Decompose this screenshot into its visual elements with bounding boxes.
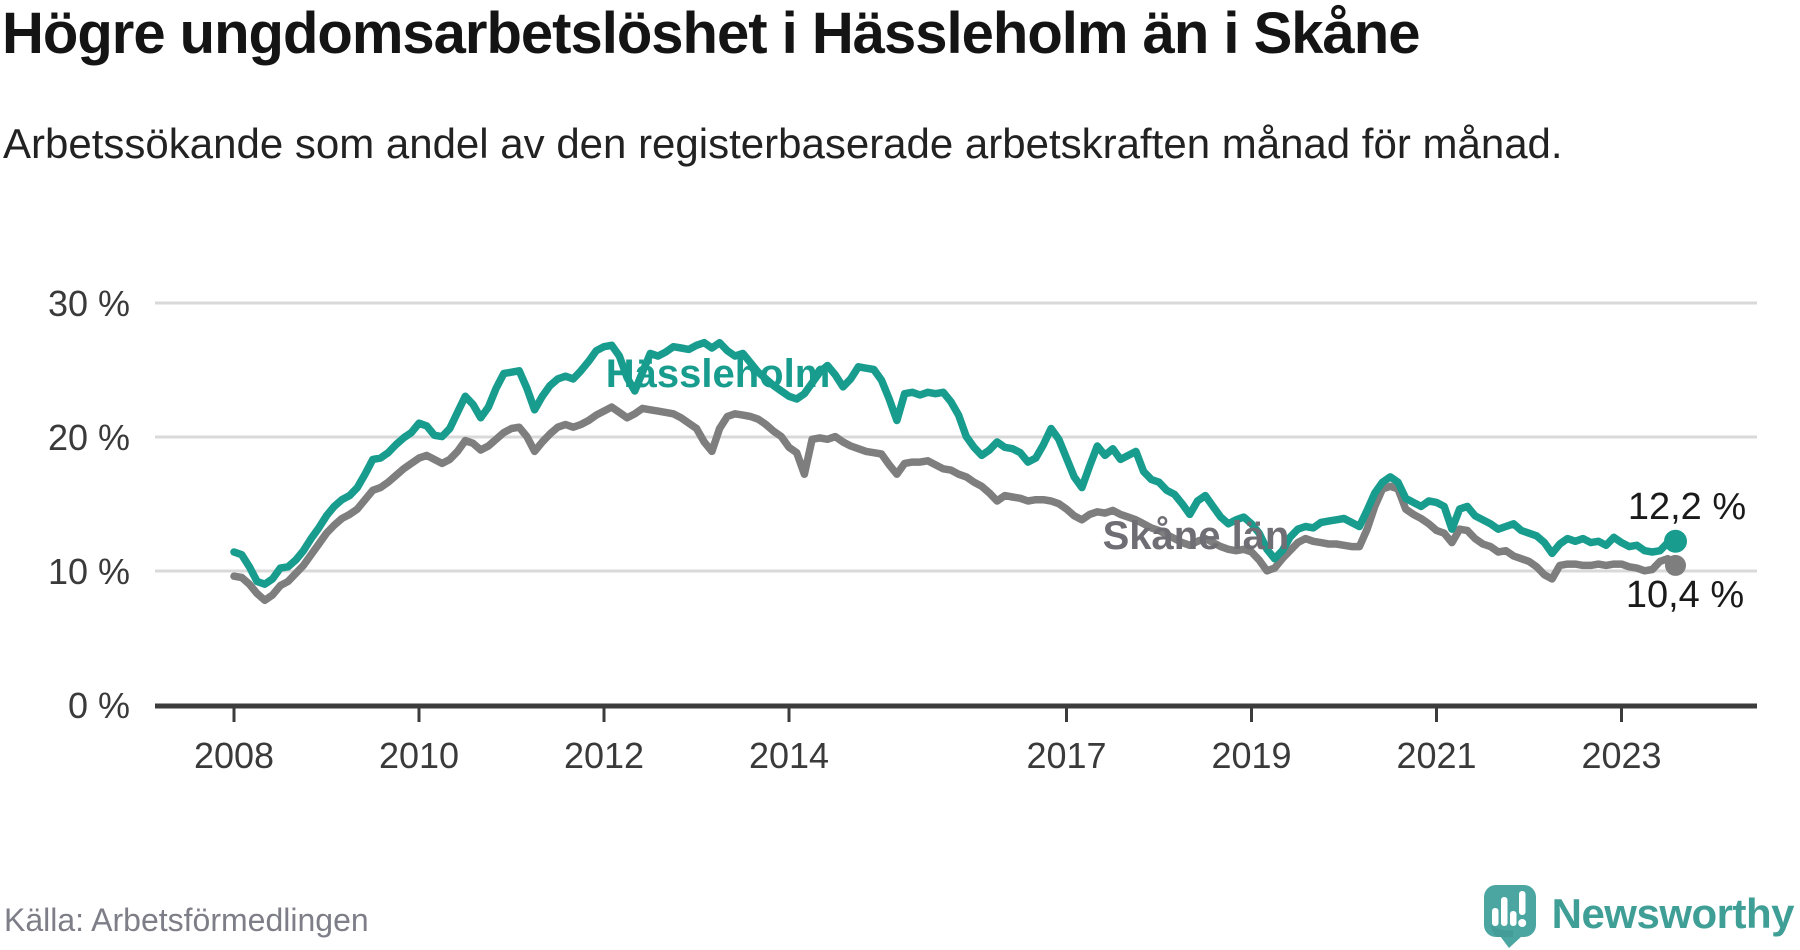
logo-bubble-shade: [1490, 925, 1513, 937]
x-tick-label-2019: 2019: [1211, 735, 1291, 776]
y-tick-label-0: 0 %: [68, 685, 130, 726]
gridlines: [155, 301, 1757, 573]
skane-series-label: Skåne län: [1103, 514, 1290, 558]
hassleholm-line-series: [230, 338, 1680, 588]
y-tick-label-30: 30 %: [48, 283, 130, 324]
x-tick-label-2010: 2010: [379, 735, 459, 776]
y-axis-labels: 30 % 20 % 10 % 0 %: [48, 283, 130, 726]
hassleholm-end-value-label: 12,2 %: [1628, 486, 1746, 528]
chart-subtitle: Arbetssökande som andel av den registerb…: [3, 120, 1563, 167]
x-tick-label-2008: 2008: [194, 735, 274, 776]
skane-endpoint-dot: [1665, 554, 1686, 576]
source-note: Källa: Arbetsförmedlingen: [4, 902, 369, 938]
x-axis: [155, 703, 1757, 722]
page-title: Högre ungdomsarbetslöshet i Hässleholm ä…: [2, 1, 1420, 66]
newsworthy-brand: Newsworthy: [1483, 878, 1795, 950]
x-tick-label-2021: 2021: [1396, 735, 1476, 776]
x-axis-ticks: [232, 706, 1623, 722]
hassleholm-series-label: Hässleholm: [606, 352, 831, 396]
hassleholm-endpoint-dot: [1664, 529, 1687, 553]
x-tick-label-2023: 2023: [1581, 735, 1661, 776]
newsworthy-logo-icon: [1483, 885, 1536, 948]
x-tick-label-2017: 2017: [1026, 735, 1106, 776]
newsworthy-logo-text: Newsworthy: [1551, 890, 1795, 937]
x-axis-labels: 2008 2010 2012 2014 2017 2019 2021 2023: [194, 735, 1662, 776]
x-tick-label-2012: 2012: [564, 735, 644, 776]
y-tick-label-10: 10 %: [48, 551, 130, 592]
skane-line-series: [230, 403, 1680, 605]
y-tick-label-20: 20 %: [48, 417, 130, 458]
logo-bar-chart-glyph: [1491, 891, 1526, 927]
skane-end-value-label: 10,4 %: [1626, 574, 1744, 616]
x-tick-label-2014: 2014: [749, 735, 829, 776]
logo-bubble-tail: [1499, 936, 1522, 948]
